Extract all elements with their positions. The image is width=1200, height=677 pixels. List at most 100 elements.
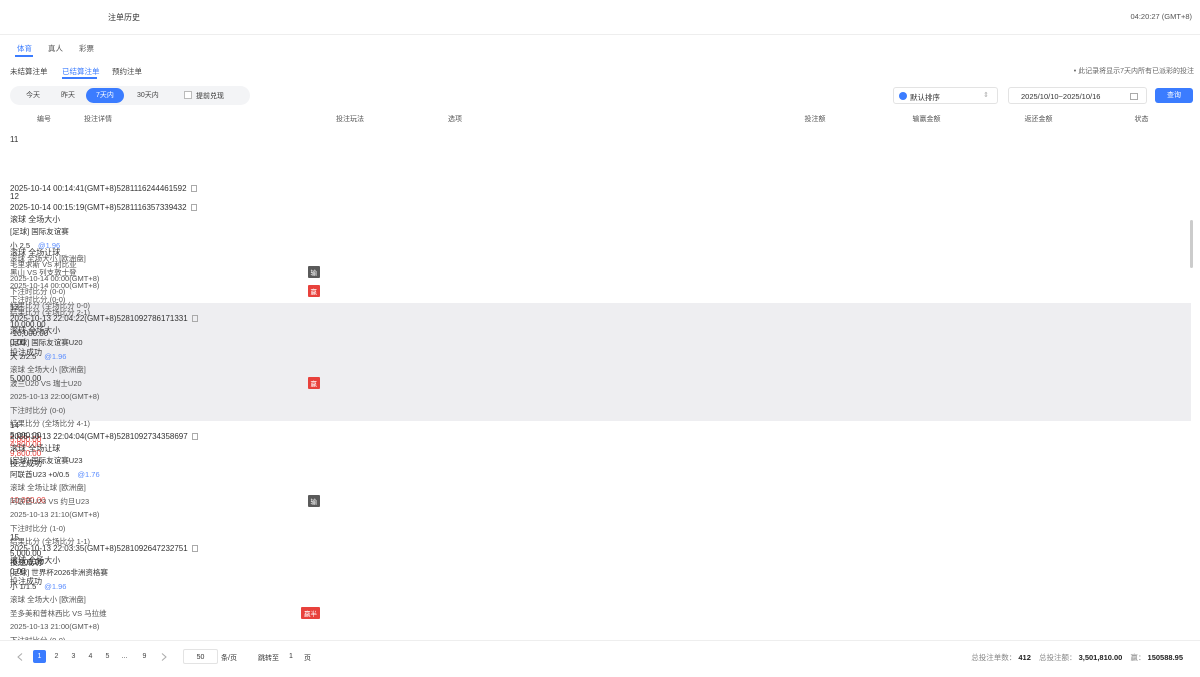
cell: -5,000.00 [10, 558, 127, 567]
cell: 10,000.00 [10, 444, 117, 505]
option-line: 圣多美和普林西比 VS 马拉维 [10, 608, 107, 618]
copy-icon[interactable] [191, 545, 198, 552]
cell: 滚球 全场让球 [10, 443, 122, 454]
calendar-icon [1130, 93, 1138, 100]
league: [足球] 世界杯2026非洲资格赛 [10, 568, 108, 577]
range-option[interactable]: 昨天 [61, 92, 75, 99]
summary-label: 总投注单数： [971, 653, 1017, 662]
bet-play: 滚球 全场大小 [10, 556, 61, 565]
bet-play: 滚球 全场大小 [10, 215, 61, 224]
sort-icon [899, 92, 907, 100]
cell: 5,000.00 [10, 431, 116, 440]
clock: 04:20:27 (GMT+8) [1130, 12, 1193, 21]
footer [0, 640, 1200, 677]
return-amount: 0.00 [10, 566, 26, 576]
summary-label: 赢： [1130, 653, 1146, 662]
cell: -10,000.00 [10, 329, 127, 338]
cell: [足球] 世界杯2026非洲资格赛小 1/1.5 @1.96 滚球 全场大小 [欧洲… [10, 566, 330, 640]
option-line: 滚球 全场大小 [欧洲盘] [10, 365, 86, 374]
page-size[interactable]: 50 [183, 649, 218, 664]
odds: @1.96 [44, 351, 67, 361]
copy-icon[interactable] [190, 204, 197, 211]
odds: @1.96 [38, 240, 61, 250]
options: [足球] 世界杯2026非洲资格赛小 1/1.5 @1.96 滚球 全场大小 [欧洲… [10, 566, 330, 640]
option-line: 黑山 VS 列支敦士登 [10, 267, 77, 277]
bet-number: 11 [10, 135, 19, 144]
copy-icon[interactable] [190, 185, 197, 192]
tab[interactable]: 真人 [48, 44, 63, 53]
cell: 2025-10-14 00:14:41(GMT+8)52811162444615… [10, 144, 262, 195]
bet-id-line: 5281116357339432 [117, 203, 197, 212]
option-line: 下注时比分 (0-0) [10, 405, 66, 415]
subtab-underline [62, 77, 97, 79]
bet-play: 滚球 全场让球 [10, 444, 61, 453]
selection: 小 2.5 [10, 240, 31, 250]
result-badge: 输 [307, 266, 320, 279]
page-button[interactable]: 9 [142, 653, 147, 660]
note-text: 此记录将显示7天内所有已派彩的投注 [1078, 68, 1194, 75]
selection: 大 2/2.5 [10, 351, 37, 361]
tab[interactable]: 彩票 [79, 44, 94, 53]
page-button[interactable]: 1 [33, 650, 46, 663]
date-picker[interactable]: 2025/10/10~2025/10/16 [1008, 87, 1147, 104]
prev-page[interactable] [17, 653, 23, 661]
bet-number: 13 [10, 303, 19, 312]
tab[interactable]: 体育 [17, 44, 32, 53]
subtab[interactable]: 已结算注单 [62, 67, 100, 76]
bet-id-line: 5281116244461592 [117, 184, 197, 193]
cell: [足球] 国际友谊赛U23 阿联酋U23 +0/0.5 @1.76 滚球 全场让球 [… [10, 454, 330, 549]
option-line: 下注时比分 (0-0) [10, 635, 66, 641]
page-button[interactable]: 5 [105, 653, 110, 660]
cell: 15 [10, 533, 78, 542]
bet-row: 15 2025-10-13 22:03:35(GMT+8)528109264723… [10, 533, 1191, 640]
option-line: 下注时比分 (0-0) [10, 287, 66, 296]
subtab[interactable]: 未结算注单 [10, 67, 48, 76]
bet-row: 11 2025-10-14 00:14:41(GMT+8)528111624446… [10, 110, 1191, 567]
cell: 2025-10-14 00:15:19(GMT+8)52811163573394… [10, 201, 262, 214]
cell: 投注成功 [10, 505, 109, 568]
column-header: 状态 [1134, 115, 1149, 123]
page-button[interactable]: 4 [88, 653, 93, 660]
search-button[interactable]: 查询 [1155, 88, 1193, 103]
return-amount: 10,000.00 [10, 496, 46, 505]
summary-value: 412 [1018, 653, 1031, 662]
selection-line: 阿联酋U23 +0/0.5 @1.76 [10, 468, 330, 482]
subtab[interactable]: 预约注单 [112, 67, 142, 76]
selection-line: 小 2.5 @1.96 [10, 239, 330, 253]
league: [足球] 国际友谊赛U23 [10, 456, 83, 465]
summary: 总投注单数： 412 总投注额： 3,501,810.00 赢： 150588.… [971, 652, 1183, 663]
copy-icon[interactable] [191, 315, 198, 322]
range-option[interactable]: 今天 [26, 92, 40, 99]
cell: 5,000.00 [10, 549, 116, 558]
checkbox[interactable] [184, 91, 192, 99]
page-button[interactable]: 3 [71, 653, 76, 660]
option-line: 结果比分 (全场比分 1-1) [10, 537, 91, 546]
option-line: 2025-10-14 00:00(GMT+8) [10, 273, 100, 283]
option-line: 滚球 全场大小 [欧洲盘] [10, 595, 86, 604]
league: [足球] 国际友谊赛 [10, 227, 69, 236]
range-option[interactable]: 30天内 [137, 92, 159, 99]
cell: 13 [10, 303, 78, 312]
sort-select[interactable]: 默认排序 ⇕ [893, 87, 998, 104]
option-line: 2025-10-14 00:00(GMT+8) [10, 281, 100, 290]
odds: @1.96 [44, 581, 67, 591]
stake: 5,000.00 [10, 430, 42, 440]
bet-id-line: 5281092734358697 [117, 432, 198, 441]
page-button[interactable]: ... [121, 653, 128, 660]
bet-id: 5281116357339432 [116, 203, 187, 212]
cell: 毛里求斯 VS 利比亚 2025-10-14 00:00(GMT+8) 下注时比分 … [10, 258, 330, 322]
range-option[interactable]: 7天内 [86, 88, 124, 103]
bet-time: 2025-10-13 22:04:22(GMT+8) [10, 314, 117, 323]
column-header: 投注详情 [84, 115, 112, 123]
cell: 10,000.00 [10, 320, 116, 329]
next-page[interactable] [161, 653, 167, 661]
column-header: 输赢金额 [912, 115, 941, 123]
odds: @1.76 [77, 469, 100, 479]
page-button[interactable]: 2 [54, 653, 59, 660]
cell: 5,000.00 [10, 322, 116, 383]
stake: 5,000.00 [10, 374, 42, 383]
goto-input[interactable]: 1 [289, 653, 293, 660]
copy-icon[interactable] [191, 433, 198, 440]
options: [足球] 国际友谊赛小 2.5 @1.96 滚球 全场大小 [欧洲盘] 黑山 VS 列… [10, 225, 330, 320]
